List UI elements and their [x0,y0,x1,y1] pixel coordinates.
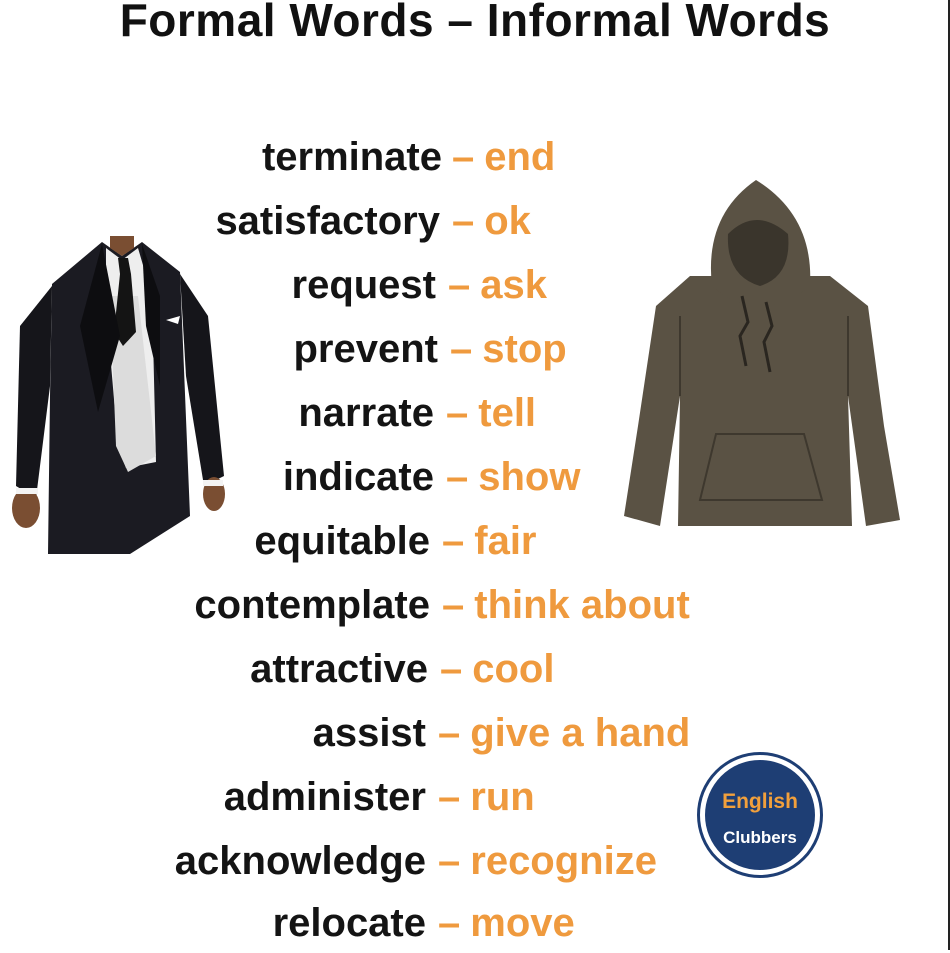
border-line [948,0,950,950]
informal-word: stop [482,327,567,371]
informal-word: cool [472,647,555,691]
formal-word: request [291,263,437,307]
informal-word: recognize [470,839,657,883]
informal-word: tell [478,391,537,435]
formal-word: narrate [298,391,434,435]
suit-illustration [12,236,225,554]
word-pair-row: acknowledge – recognize [0,831,950,891]
word-pair-row: request – ask [0,255,950,315]
word-pair-row: narrate – tell [0,383,950,443]
formal-word: acknowledge [174,839,426,883]
separator-dash: – [440,647,463,691]
word-pair-row: satisfactory – ok [0,191,950,251]
informal-word: show [478,455,581,499]
informal-word: move [470,901,575,945]
separator-dash: – [448,263,471,307]
word-pair-row: terminate – end [0,127,950,187]
word-pair-row: equitable – fair [0,511,950,571]
informal-word: think about [474,583,690,627]
formal-word: attractive [250,647,428,691]
informal-word: run [470,775,535,819]
formal-word: assist [312,711,426,755]
formal-word: terminate [261,135,442,179]
separator-dash: – [452,199,475,243]
hoodie-illustration [624,180,900,526]
formal-word: equitable [254,519,430,563]
formal-word: relocate [272,901,426,945]
separator-dash: – [438,711,461,755]
formal-word: prevent [293,327,439,371]
separator-dash: – [442,583,465,627]
informal-word: fair [474,519,537,563]
informal-word: give a hand [470,711,691,755]
logo-line-1: English [722,790,798,813]
separator-dash: – [452,135,475,179]
formal-word: contemplate [194,583,430,627]
logo-line-2: Clubbers [723,828,797,847]
separator-dash: – [442,519,465,563]
word-pair-row: attractive – cool [0,639,950,699]
logo-circle: English Clubbers [705,760,815,870]
page-title: Formal Words – Informal Words [119,0,831,46]
separator-dash: – [438,901,461,945]
separator-dash: – [446,391,469,435]
word-pair-row: indicate – show [0,447,950,507]
separator-dash: – [438,839,461,883]
separator-dash: – [446,455,469,499]
informal-word: end [484,135,556,179]
english-clubbers-logo: English Clubbers [697,752,823,878]
informal-word: ok [484,199,531,243]
word-pair-row: contemplate – think about [0,575,950,635]
word-pair-row: relocate – move [0,893,950,953]
separator-dash: – [438,775,461,819]
formal-word: satisfactory [215,199,440,243]
word-pair-row: prevent – stop [0,319,950,379]
word-pair-row: assist – give a hand [0,703,950,763]
formal-word: administer [223,775,426,819]
word-pair-row: administer – run [0,767,950,827]
formal-word: indicate [282,455,434,499]
separator-dash: – [450,327,473,371]
informal-word: ask [480,263,547,307]
